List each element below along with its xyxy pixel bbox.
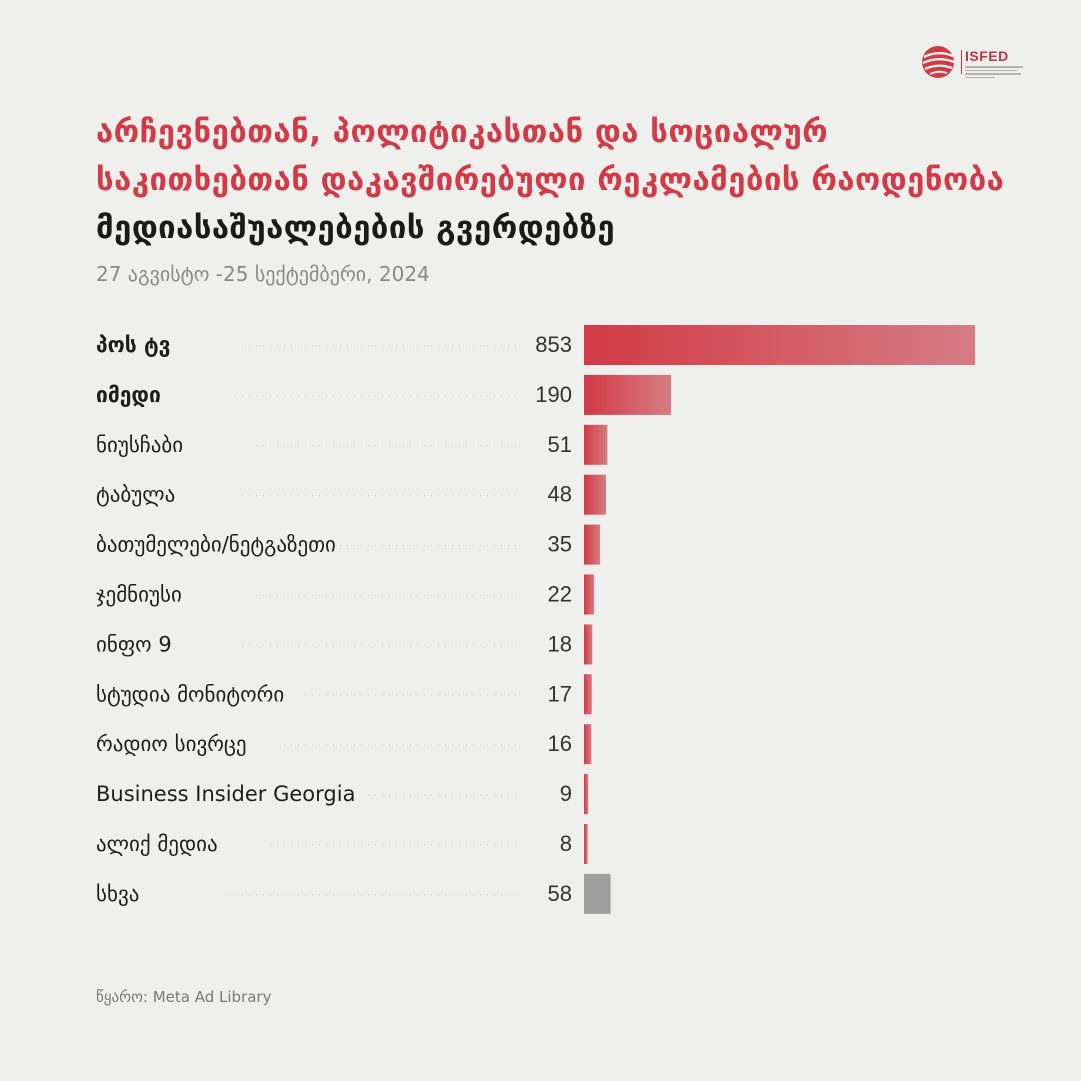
value-label: 190 xyxy=(535,382,572,407)
category-label: ჯემნიუსი xyxy=(96,583,182,607)
category-label: ალიქ მედია xyxy=(96,832,218,856)
category-label: რადიო სივრცე xyxy=(96,732,247,756)
category-label: იმედი xyxy=(96,383,161,407)
bar xyxy=(584,824,588,864)
bar xyxy=(584,325,975,365)
bar xyxy=(584,524,601,565)
chart-subtitle: 27 აგვისტო -25 სექტემბერი, 2024 xyxy=(96,262,430,286)
value-label: 17 xyxy=(548,681,572,706)
bar xyxy=(584,574,595,615)
logo-divider xyxy=(961,50,962,74)
value-label: 18 xyxy=(548,631,572,656)
chart-title: არჩევნებთან, პოლიტიკასთან და სოციალურ სა… xyxy=(96,108,1026,252)
bar xyxy=(584,873,611,914)
category-label: Business Insider Georgia xyxy=(96,782,355,806)
bar xyxy=(584,724,592,765)
value-label: 853 xyxy=(535,332,572,357)
value-label: 22 xyxy=(548,582,572,607)
value-label: 9 xyxy=(560,781,572,806)
logo-tagline xyxy=(965,66,1025,80)
category-label: სხვა xyxy=(96,882,139,906)
value-label: 35 xyxy=(548,532,572,557)
source-note: წყარო: Meta Ad Library xyxy=(96,988,272,1006)
logo-text: ISFED xyxy=(965,48,1009,64)
category-label: ბათუმელები/ნეტგაზეთი xyxy=(96,533,336,557)
bar xyxy=(584,774,589,815)
category-label: ინფო 9 xyxy=(96,632,172,656)
chart-title-red: არჩევნებთან, პოლიტიკასთან და სოციალურ სა… xyxy=(96,114,1005,198)
bar xyxy=(584,374,672,415)
isfed-sphere-logo-icon xyxy=(922,46,955,78)
category-label: პოს ტვ xyxy=(96,333,171,357)
isfed-logo: ISFED xyxy=(920,44,1040,80)
bar xyxy=(584,474,607,515)
category-label: ნიუსჩაბი xyxy=(96,433,183,457)
bar xyxy=(584,674,592,715)
chart-title-dark: მედიასაშუალებების გვერდებზე xyxy=(96,210,616,246)
value-label: 51 xyxy=(548,432,572,457)
value-label: 8 xyxy=(560,831,572,856)
value-label: 16 xyxy=(548,731,572,756)
category-label: სტუდია მონიტორი xyxy=(96,682,284,706)
category-label: ტაბულა xyxy=(96,483,175,507)
value-label: 58 xyxy=(548,881,572,906)
bar xyxy=(584,624,593,665)
value-label: 48 xyxy=(548,482,572,507)
bar xyxy=(584,424,608,465)
